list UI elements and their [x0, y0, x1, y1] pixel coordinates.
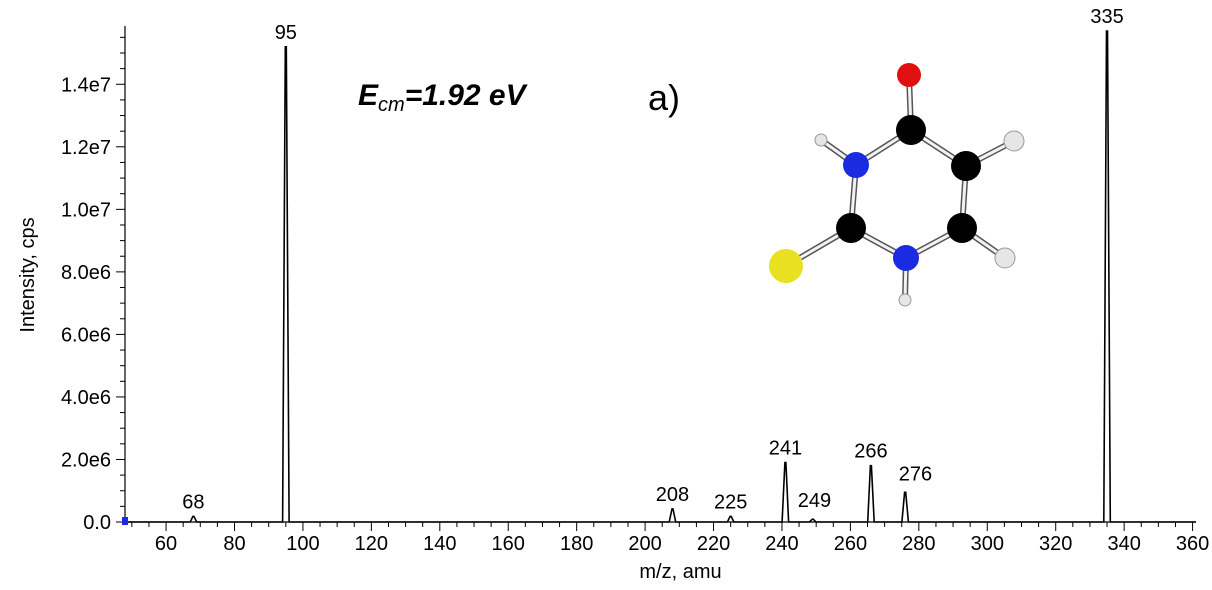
atom	[897, 63, 921, 87]
peak-label: 241	[769, 438, 802, 460]
peak-label: 208	[656, 484, 689, 506]
atom	[1003, 130, 1025, 152]
atom	[994, 247, 1016, 269]
molecule-diagram	[769, 63, 1025, 307]
x-tick-label: 260	[834, 533, 867, 555]
peak-label: 249	[798, 490, 831, 512]
x-axis-title: m/z, amu	[639, 561, 721, 583]
spectrum-trace	[125, 30, 1196, 523]
y-axis-title: Intensity, cps	[17, 217, 39, 332]
y-tick-label: 1.4e7	[61, 74, 111, 96]
x-tick-label: 340	[1107, 533, 1140, 555]
atom	[893, 245, 919, 271]
x-tick-label: 60	[155, 533, 177, 555]
x-tick-label: 120	[355, 533, 388, 555]
y-tick-label: 4.0e6	[61, 387, 111, 409]
y-tick-label: 6.0e6	[61, 324, 111, 346]
x-tick-label: 240	[765, 533, 798, 555]
x-tick-label: 200	[628, 533, 661, 555]
x-tick-label: 160	[492, 533, 525, 555]
origin-marker	[122, 517, 128, 525]
y-tick-label: 1.2e7	[61, 137, 111, 159]
x-tick-label: 180	[560, 533, 593, 555]
energy-annotation: Ecm=1.92 eV	[358, 79, 529, 116]
peak-label: 266	[854, 441, 887, 463]
atom	[947, 213, 977, 243]
atom	[951, 151, 981, 181]
peak-label: 95	[275, 22, 297, 44]
x-tick-label: 320	[1039, 533, 1072, 555]
x-tick-label: 220	[697, 533, 730, 555]
atom	[843, 152, 869, 178]
x-tick-label: 300	[971, 533, 1004, 555]
y-tick-label: 8.0e6	[61, 262, 111, 284]
y-tick-label: 1.0e7	[61, 199, 111, 221]
x-tick-label: 100	[286, 533, 319, 555]
x-tick-label: 360	[1176, 533, 1209, 555]
atom	[769, 249, 803, 283]
y-tick-label: 0.0	[83, 512, 111, 534]
peak-label: 68	[182, 491, 204, 513]
x-tick-label: 140	[423, 533, 456, 555]
atom	[896, 115, 926, 145]
peak-label: 335	[1090, 6, 1123, 28]
atom	[898, 293, 912, 307]
panel-label: a)	[648, 77, 680, 118]
y-tick-label: 2.0e6	[61, 449, 111, 471]
peak-label: 225	[714, 491, 747, 513]
atom	[836, 213, 866, 243]
x-tick-label: 280	[902, 533, 935, 555]
atom	[814, 133, 828, 147]
peak-label: 276	[899, 463, 932, 485]
x-tick-label: 80	[223, 533, 245, 555]
